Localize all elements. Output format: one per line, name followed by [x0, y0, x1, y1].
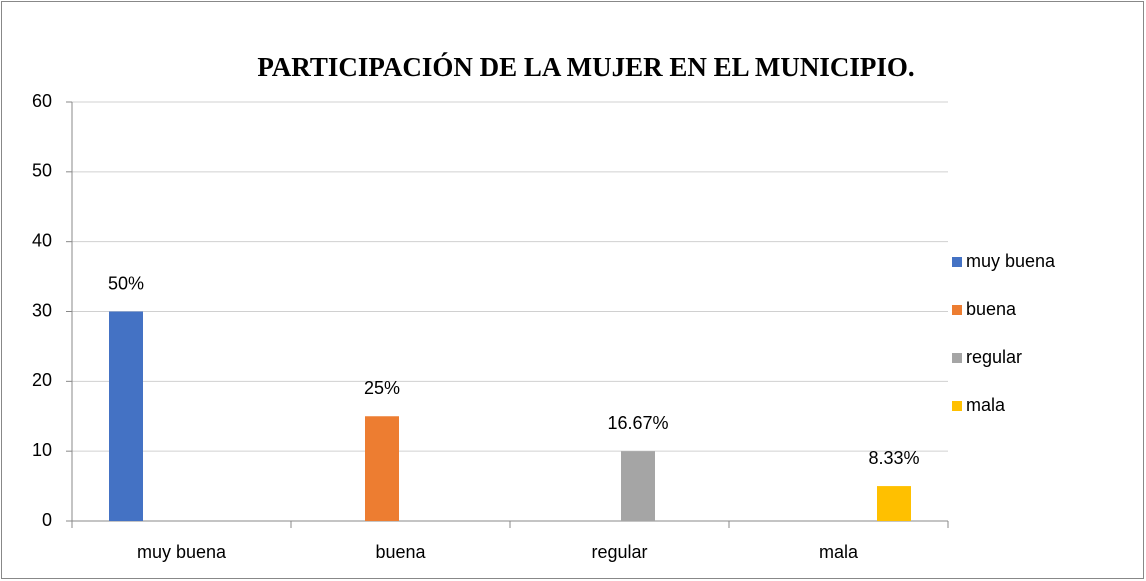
- data-label: 25%: [364, 378, 400, 398]
- y-tick-label: 50: [32, 161, 52, 181]
- x-tick-label: regular: [591, 542, 647, 562]
- x-tick-label: mala: [819, 542, 859, 562]
- x-tick-label: muy buena: [137, 542, 227, 562]
- x-tick-label: buena: [375, 542, 426, 562]
- legend-label: mala: [966, 395, 1006, 415]
- legend-label: muy buena: [966, 251, 1056, 271]
- legend-swatch: [952, 257, 962, 267]
- bar: [877, 486, 911, 521]
- y-tick-label: 20: [32, 370, 52, 390]
- y-tick-label: 60: [32, 91, 52, 111]
- legend-label: regular: [966, 347, 1022, 367]
- bar: [109, 311, 143, 521]
- data-label: 50%: [108, 273, 144, 293]
- bar: [365, 416, 399, 521]
- bar: [621, 451, 655, 521]
- y-tick-label: 30: [32, 300, 52, 320]
- y-tick-label: 40: [32, 230, 52, 250]
- legend-label: buena: [966, 299, 1017, 319]
- y-tick-label: 0: [42, 510, 52, 530]
- chart-title: PARTICIPACIÓN DE LA MUJER EN EL MUNICIPI…: [257, 52, 914, 82]
- legend-swatch: [952, 353, 962, 363]
- y-tick-label: 10: [32, 440, 52, 460]
- data-label: 8.33%: [868, 448, 919, 468]
- legend-swatch: [952, 305, 962, 315]
- data-label: 16.67%: [607, 413, 668, 433]
- legend-swatch: [952, 401, 962, 411]
